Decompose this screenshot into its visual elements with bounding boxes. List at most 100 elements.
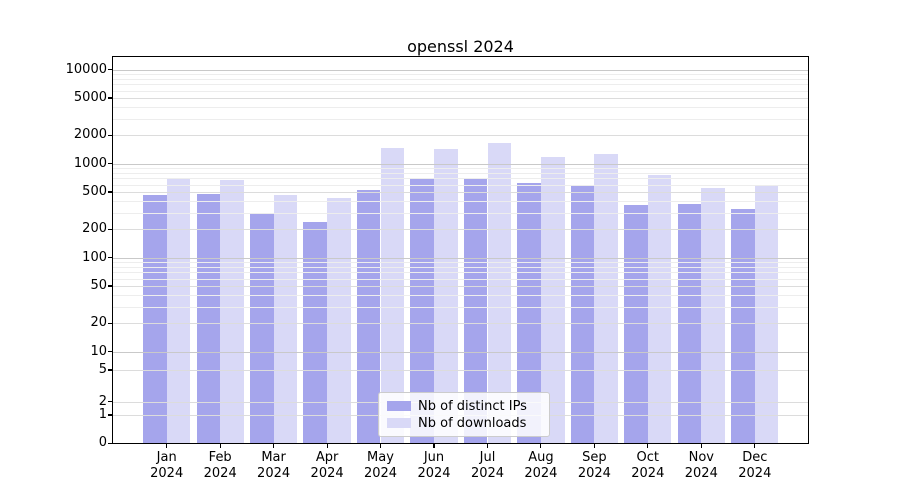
chart-title: openssl 2024: [407, 37, 514, 56]
grid-minor-line: [113, 84, 808, 86]
grid-minor-line: [113, 172, 808, 174]
legend-label-distinct-ips: Nb of distinct IPs: [418, 398, 527, 414]
x-tick-label: May 2024: [363, 450, 398, 481]
grid-minor-line: [113, 212, 808, 214]
x-tick-mark: [647, 444, 649, 448]
grid-minor-line: [113, 178, 808, 180]
y-tick-mark: [108, 228, 112, 230]
bar-distinct-ips: [570, 185, 595, 443]
grid-minor-line: [113, 306, 808, 308]
x-tick-label: Jun 2024: [417, 450, 451, 481]
x-tick-label: Mar 2024: [257, 450, 291, 481]
grid-minor-line: [113, 184, 808, 186]
x-tick-mark: [166, 444, 168, 448]
legend-label-downloads: Nb of downloads: [418, 415, 527, 431]
y-tick-mark: [108, 69, 112, 71]
y-tick-mark: [108, 322, 112, 324]
y-tick-label: 100: [82, 249, 107, 265]
y-tick-label: 2000: [73, 127, 107, 143]
bar-distinct-ips: [517, 183, 541, 443]
bar-distinct-ips: [249, 213, 274, 443]
x-tick-mark: [593, 444, 595, 448]
y-tick-label: 200: [82, 221, 107, 237]
y-tick-label: 5000: [73, 90, 107, 105]
y-tick-mark: [108, 401, 112, 403]
y-tick-mark: [108, 191, 112, 193]
x-tick-mark: [433, 444, 435, 448]
x-tick-label: Jan 2024: [150, 450, 184, 481]
x-tick-label: Dec 2024: [738, 450, 772, 481]
x-tick-label: Jul 2024: [470, 450, 505, 481]
legend: Nb of distinct IPs Nb of downloads: [378, 392, 550, 437]
bar-downloads: [273, 195, 298, 443]
plot-area: [113, 57, 808, 443]
y-tick-mark: [108, 369, 112, 371]
grid-minor-line: [113, 272, 808, 274]
y-tick-label: 500: [82, 184, 107, 199]
y-tick-label: 2: [98, 393, 107, 409]
x-tick-label: Apr 2024: [310, 450, 344, 481]
grid-major-line: [113, 257, 808, 259]
grid-minor-line: [113, 278, 808, 280]
y-tick-label: 20: [90, 315, 107, 331]
grid-major-line: [113, 229, 808, 231]
x-tick-mark: [326, 444, 328, 448]
bar-downloads: [754, 185, 779, 443]
grid-minor-line: [113, 74, 808, 75]
x-tick-mark: [379, 444, 382, 448]
grid-minor-line: [113, 262, 808, 263]
x-tick-mark: [273, 444, 275, 448]
y-tick-mark: [108, 351, 112, 353]
legend-swatch-downloads: [387, 418, 411, 428]
y-tick-mark: [108, 97, 112, 99]
x-tick-mark: [486, 444, 489, 448]
x-tick-label: Sep 2024: [577, 450, 611, 481]
bar-downloads: [487, 143, 512, 443]
grid-layer: [113, 57, 808, 443]
y-tick-label: 1: [98, 407, 107, 422]
y-tick-mark: [108, 257, 112, 259]
grid-minor-line: [113, 118, 808, 120]
x-tick-label: Aug 2024: [524, 450, 558, 481]
y-tick-mark: [108, 414, 112, 416]
bar-distinct-ips: [303, 222, 328, 443]
bar-downloads: [540, 157, 565, 443]
x-tick-mark: [219, 444, 221, 448]
bar-downloads: [701, 187, 725, 443]
legend-item-downloads: Nb of downloads: [385, 415, 543, 431]
grid-minor-line: [113, 295, 808, 297]
bar-distinct-ips: [356, 189, 381, 443]
grid-major-line: [113, 135, 808, 137]
x-tick-mark: [754, 444, 756, 448]
y-tick-mark: [108, 285, 112, 287]
bar-distinct-ips: [143, 195, 167, 443]
grid-major-line: [113, 370, 808, 371]
y-tick-mark: [108, 163, 112, 165]
y-tick-label: 10000: [65, 61, 107, 77]
bar-downloads: [220, 180, 244, 443]
y-tick-label: 5: [98, 362, 107, 377]
x-tick-label: Nov 2024: [684, 450, 718, 481]
grid-major-line: [113, 192, 808, 193]
bar-downloads: [647, 174, 672, 443]
y-tick-label: 1000: [73, 155, 107, 171]
x-tick-mark: [540, 444, 542, 448]
x-tick-mark: [700, 444, 702, 448]
grid-major-line: [113, 351, 808, 353]
grid-major-line: [113, 163, 808, 165]
grid-minor-line: [113, 107, 808, 109]
y-tick-label: 0: [98, 435, 107, 451]
grid-minor-line: [113, 78, 808, 80]
y-tick-label: 50: [90, 278, 107, 293]
y-tick-label: 10: [90, 343, 107, 359]
grid-major-line: [113, 69, 808, 71]
x-tick-label: Oct 2024: [631, 450, 665, 481]
bar-distinct-ips: [196, 193, 221, 443]
grid-minor-line: [113, 168, 808, 169]
legend-item-distinct-ips: Nb of distinct IPs: [385, 398, 543, 414]
grid-minor-line: [113, 201, 808, 203]
grid-major-line: [113, 323, 808, 325]
grid-minor-line: [113, 266, 808, 268]
grid-major-line: [113, 98, 808, 99]
